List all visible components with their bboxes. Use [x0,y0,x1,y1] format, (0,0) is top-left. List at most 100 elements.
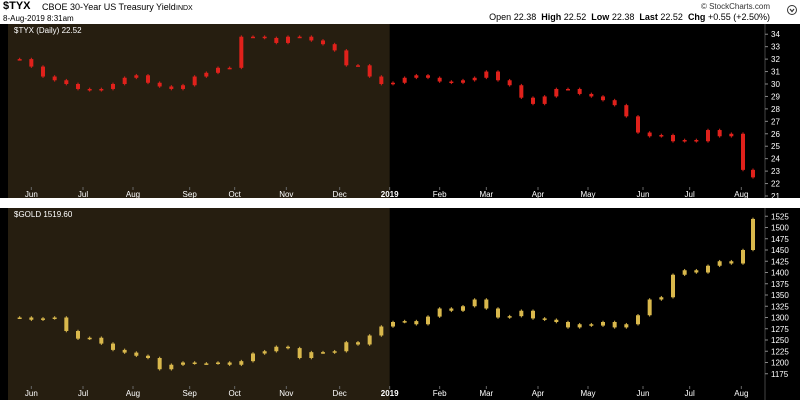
gold-bar [577,324,582,328]
tyx-bar [437,77,442,82]
price-charts: 21 22 23 24 25 26 27 28 29 30 31 32 33 34 $TYX (Daily)… [0,24,800,400]
symbol-description: CBOE 30-Year US Treasury Yield [42,2,176,12]
tyx-bar [402,77,407,83]
tyx-y-tick-label: 22 [771,180,780,189]
chart-menu-icon[interactable] [787,5,797,15]
gold-x-tick-label: Sep [183,389,198,398]
gold-x-tick-label: Apr [532,389,545,398]
tyx-bar [169,86,174,89]
tyx-x-tick-label: Aug [734,190,748,199]
tyx-y-tick-label: 30 [771,80,780,89]
tyx-bar [111,84,115,89]
gold-bar [426,316,430,325]
tyx-x-tick-label: Sep [183,190,198,199]
tyx-bar [717,130,722,137]
quote-stats: Open 22.38 High 22.52 Low 22.38 Last 22.… [489,12,770,23]
tyx-bar [52,76,57,81]
gold-shaded-region [8,208,390,400]
tyx-bar [706,130,710,142]
gold-panel-label: $GOLD 1519.60 [14,210,73,219]
tyx-x-tick-label: Feb [433,190,447,199]
gold-bar [531,310,535,319]
tyx-bar [99,88,104,91]
gold-bar [751,218,755,250]
gold-y-tick-label: 1200 [771,359,789,368]
tyx-bar [251,36,255,39]
gold-y-tick-label: 1225 [771,347,789,356]
tyx-y-tick-label: 26 [771,130,780,139]
gold-y-tick-label: 1525 [771,212,789,221]
gold-bar [29,317,34,320]
gold-bar [309,352,314,358]
gold-bar [379,326,384,336]
gold-x-tick-label: 2019 [381,389,399,398]
gold-bar [367,335,372,345]
gold-bar [601,322,605,326]
high-value: 22.52 [563,12,587,22]
tyx-x-tick-label: Jun [25,190,38,199]
gold-bar [181,362,185,365]
tyx-bar [192,76,197,86]
tyx-bar [146,75,150,83]
tyx-bar [519,85,524,98]
gold-y-tick-label: 1500 [771,224,789,233]
tyx-bar [29,59,34,67]
gold-bar [647,299,652,316]
chg-value: +0.55 (+2.50%) [707,12,770,22]
gold-bar [227,362,232,365]
chg-label: Chg [687,12,706,22]
gold-y-tick-label: 1450 [771,246,789,255]
tyx-bar [367,65,372,77]
gold-bar [332,351,337,353]
tyx-bar [297,36,302,39]
tyx-y-tick-label: 25 [771,142,780,151]
tyx-x-tick-label: 2019 [381,190,399,199]
gold-bar [589,324,594,326]
tyx-y-tick-label: 34 [771,30,780,39]
tyx-bar [426,75,430,78]
gold-bar [239,361,244,365]
chart-header: $TYX CBOE 30-Year US Treasury Yield INDX… [0,0,800,24]
tyx-bar [227,67,232,70]
tyx-x-tick-label: May [580,190,595,199]
gold-bar [169,364,174,370]
quote-date: 8-Aug-2019 8:31am [3,14,74,23]
gold-bar [414,321,419,325]
gold-bar [496,308,500,318]
gold-bar [461,306,465,311]
gold-bar [216,362,220,364]
gold-x-tick-label: Jul [78,389,88,398]
gold-bar [566,322,570,328]
gold-bar [344,342,349,352]
tyx-y-tick-label: 33 [771,43,780,52]
tyx-x-tick-label: Jul [685,190,695,199]
exchange: INDX [176,5,193,12]
gold-bar [636,315,640,325]
gold-bar [437,308,442,317]
gold-x-tick-label: Oct [228,389,241,398]
gold-x-tick-label: Jun [25,389,38,398]
tyx-y-tick-label: 24 [771,155,780,164]
gold-bar [17,317,22,319]
gold-x-tick-label: Dec [333,389,347,398]
gold-bar [507,316,512,318]
tyx-x-tick-label: Jul [78,190,88,199]
tyx-bar [472,77,477,81]
gold-bar [402,321,407,323]
gold-y-tick-label: 1325 [771,302,789,311]
tyx-bar [204,72,209,77]
tyx-bar [659,135,664,137]
tyx-bar [741,133,745,170]
gold-bar [99,337,104,344]
gold-x-tick-label: Jun [637,389,650,398]
tyx-bar [41,66,45,77]
tyx-bar [286,36,290,43]
gold-bar [484,299,489,309]
tyx-bar [612,100,617,106]
gold-x-tick-label: Jul [685,389,695,398]
gold-x-tick-label: May [580,389,595,398]
gold-bar [122,349,127,353]
gold-bar [682,270,687,275]
tyx-bar [461,80,465,83]
tyx-bar [64,80,69,84]
